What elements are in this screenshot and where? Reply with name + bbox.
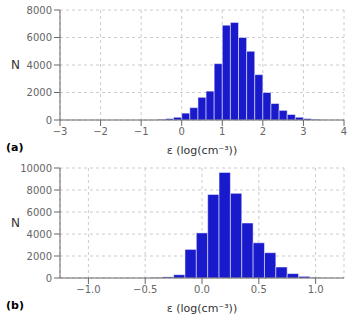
svg-text:N: N bbox=[11, 58, 20, 72]
svg-text:2: 2 bbox=[260, 126, 266, 137]
svg-text:ε (log(cm⁻³)): ε (log(cm⁻³)) bbox=[167, 302, 237, 315]
svg-text:3: 3 bbox=[300, 126, 306, 137]
svg-text:0: 0 bbox=[179, 126, 185, 137]
svg-text:4000: 4000 bbox=[27, 60, 52, 71]
svg-text:6000: 6000 bbox=[27, 207, 52, 218]
svg-text:0.5: 0.5 bbox=[251, 284, 267, 295]
svg-text:4000: 4000 bbox=[27, 229, 52, 240]
html-text:(a): (a) bbox=[6, 141, 24, 154]
svg-text:−1.0: −1.0 bbox=[76, 284, 100, 295]
svg-text:N: N bbox=[11, 216, 20, 230]
svg-text:−0.5: −0.5 bbox=[133, 284, 157, 295]
svg-text:ε (log(cm⁻³)): ε (log(cm⁻³)) bbox=[167, 144, 237, 157]
svg-text:−3: −3 bbox=[53, 126, 68, 137]
svg-text:10000: 10000 bbox=[20, 163, 52, 174]
svg-text:1: 1 bbox=[219, 126, 225, 137]
svg-text:−1: −1 bbox=[134, 126, 149, 137]
svg-text:2000: 2000 bbox=[27, 87, 52, 98]
svg-text:1.0: 1.0 bbox=[308, 284, 324, 295]
svg-text:6000: 6000 bbox=[27, 32, 52, 43]
svg-text:8000: 8000 bbox=[27, 5, 52, 16]
svg-text:8000: 8000 bbox=[27, 185, 52, 196]
svg-text:0.0: 0.0 bbox=[194, 284, 210, 295]
svg-text:2000: 2000 bbox=[27, 251, 52, 262]
svg-text:0: 0 bbox=[46, 273, 52, 284]
html-text:(b): (b) bbox=[6, 299, 24, 312]
svg-text:4: 4 bbox=[341, 126, 347, 137]
svg-text:−2: −2 bbox=[93, 126, 108, 137]
svg-text:0: 0 bbox=[46, 115, 52, 126]
